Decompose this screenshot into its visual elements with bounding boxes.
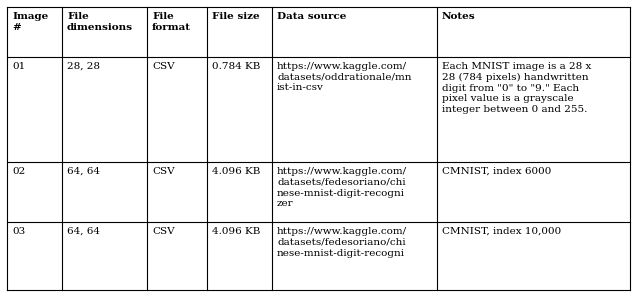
Text: 64, 64: 64, 64 [67, 167, 100, 176]
Text: 03: 03 [12, 227, 25, 236]
Text: File size: File size [212, 12, 260, 21]
Text: Each MNIST image is a 28 x
28 (784 pixels) handwritten
digit from "0" to "9." Ea: Each MNIST image is a 28 x 28 (784 pixel… [442, 62, 591, 114]
Text: Data source: Data source [277, 12, 346, 21]
Text: CMNIST, index 10,000: CMNIST, index 10,000 [442, 227, 561, 236]
Text: https://www.kaggle.com/
datasets/fedesoriano/chi
nese-mnist-digit-recogni: https://www.kaggle.com/ datasets/fedesor… [277, 227, 407, 257]
Text: File
dimensions: File dimensions [67, 12, 133, 32]
Text: Image
#: Image # [12, 12, 48, 32]
Text: https://www.kaggle.com/
datasets/fedesoriano/chi
nese-mnist-digit-recogni
zer: https://www.kaggle.com/ datasets/fedesor… [277, 167, 407, 208]
Text: CSV: CSV [152, 62, 175, 71]
Text: 02: 02 [12, 167, 25, 176]
Text: 4.096 KB: 4.096 KB [212, 167, 260, 176]
Text: 64, 64: 64, 64 [67, 227, 100, 236]
Text: 4.096 KB: 4.096 KB [212, 227, 260, 236]
Text: CMNIST, index 6000: CMNIST, index 6000 [442, 167, 552, 176]
Text: 0.784 KB: 0.784 KB [212, 62, 260, 71]
Text: Notes: Notes [442, 12, 476, 21]
Text: File
format: File format [152, 12, 191, 32]
Text: 01: 01 [12, 62, 25, 71]
Text: CSV: CSV [152, 167, 175, 176]
Text: 28, 28: 28, 28 [67, 62, 100, 71]
Text: CSV: CSV [152, 227, 175, 236]
Text: https://www.kaggle.com/
datasets/oddrationale/mn
ist-in-csv: https://www.kaggle.com/ datasets/oddrati… [277, 62, 412, 92]
